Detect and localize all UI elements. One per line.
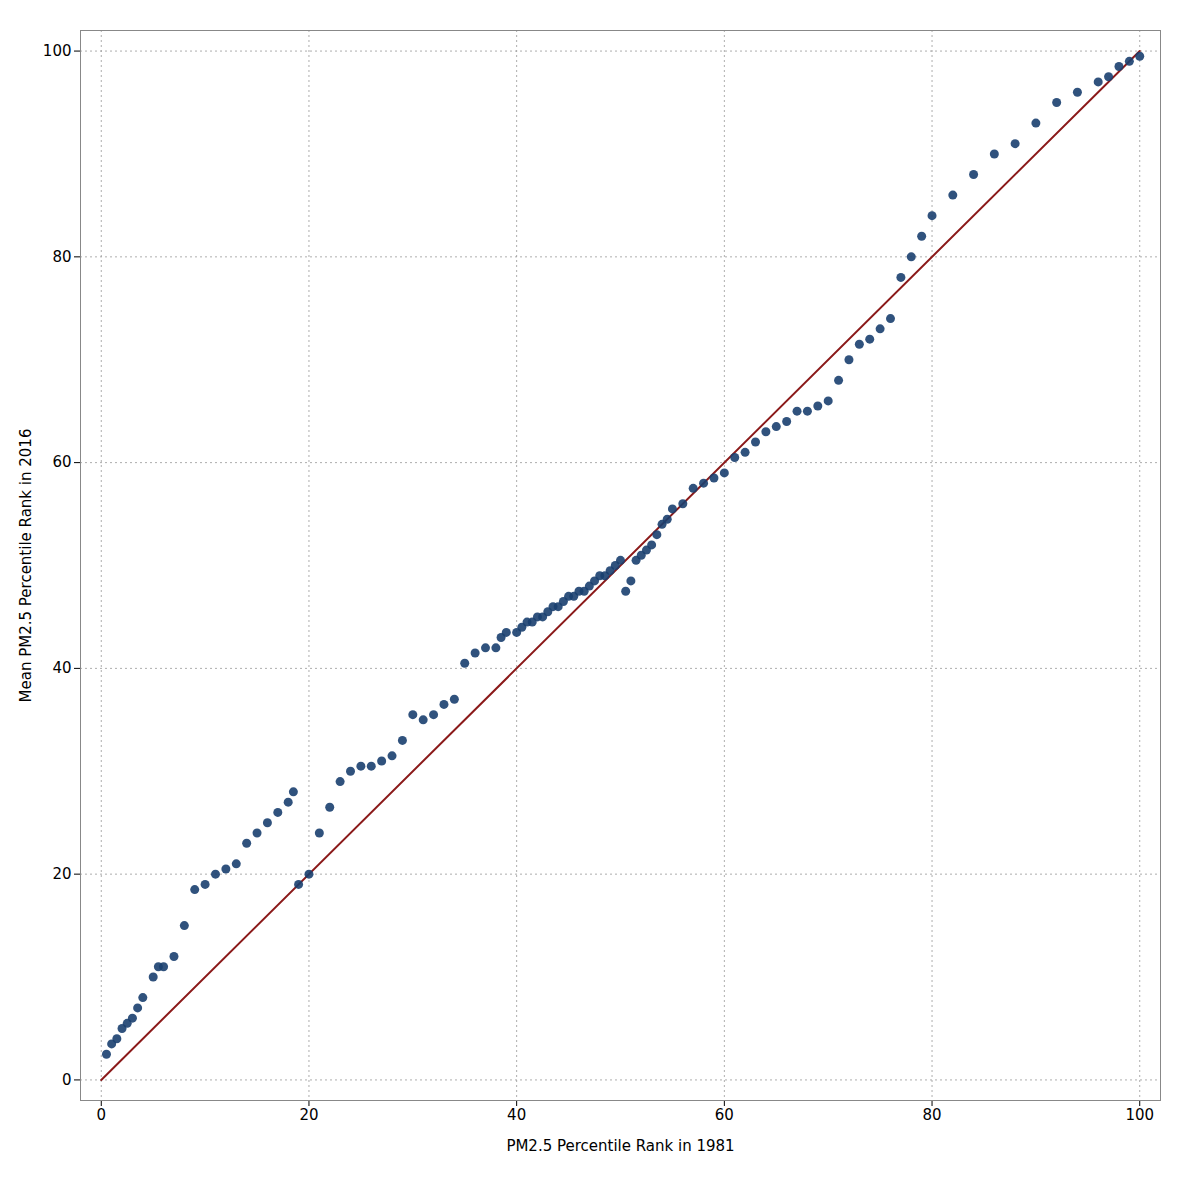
svg-text:60: 60 [715,1106,734,1124]
svg-text:20: 20 [299,1106,318,1124]
svg-text:80: 80 [922,1106,941,1124]
svg-text:0: 0 [62,1071,72,1089]
svg-text:Mean PM2.5 Percentile Rank in: Mean PM2.5 Percentile Rank in 2016 [17,429,35,703]
svg-text:0: 0 [96,1106,106,1124]
svg-text:40: 40 [52,659,71,677]
svg-text:100: 100 [1125,1106,1154,1124]
svg-text:60: 60 [52,453,71,471]
svg-text:PM2.5 Percentile Rank in 1981: PM2.5 Percentile Rank in 1981 [506,1137,734,1155]
svg-text:80: 80 [52,248,71,266]
svg-text:40: 40 [507,1106,526,1124]
svg-text:100: 100 [43,42,72,60]
svg-text:20: 20 [52,865,71,883]
